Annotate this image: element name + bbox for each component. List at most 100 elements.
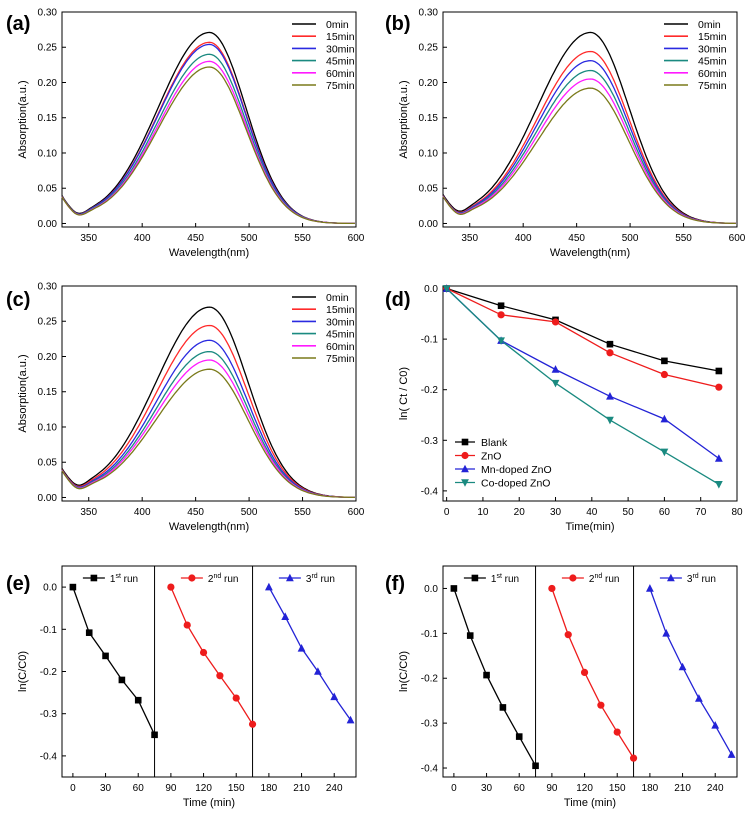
- legend-label-suffix: nd: [213, 573, 221, 580]
- data-point: [551, 379, 560, 388]
- series-line-mn-doped-zno: [446, 288, 720, 460]
- legend-label: 45min: [698, 56, 727, 68]
- data-point: [281, 612, 290, 620]
- data-point: [297, 643, 306, 652]
- series-line-run-2: [170, 586, 254, 725]
- x-tick-label: 40: [586, 507, 598, 518]
- series-line-blank: [446, 287, 720, 372]
- legend-label: 30min: [326, 43, 355, 55]
- legend-marker: [461, 451, 469, 460]
- x-tick-label: 400: [134, 233, 151, 244]
- legend-marker: [569, 574, 577, 582]
- data-point: [548, 584, 556, 593]
- y-tick-label: -0.2: [40, 667, 58, 678]
- y-tick-label: -0.3: [40, 709, 58, 720]
- data-point: [515, 733, 523, 740]
- x-axis-title: Time(min): [565, 521, 614, 533]
- data-point: [102, 652, 109, 660]
- y-axis-title: ln(C/C0): [17, 651, 29, 692]
- series-line-15min: [61, 41, 355, 225]
- legend-label: 0min: [326, 292, 349, 304]
- legend-label: 2nd run: [208, 573, 239, 585]
- y-tick-label: -0.1: [421, 629, 439, 640]
- x-tick-label: 20: [514, 507, 526, 518]
- legend-label-suffix: rd: [311, 573, 317, 580]
- legend-label: 15min: [326, 304, 355, 316]
- legend-label: 1st run: [110, 573, 138, 585]
- x-tick-label: 500: [241, 507, 258, 518]
- panel-label: (e): [6, 573, 30, 595]
- y-tick-label: 0.25: [38, 317, 58, 328]
- panel-label: (b): [385, 13, 411, 35]
- chart-panel-e: (e) 0 30 60 90 120 150 180 210 240 0.0 -0.1 -0.2 -0.3…: [6, 565, 357, 809]
- y-tick-label: 0.00: [38, 219, 58, 230]
- y-tick-label: 0.20: [38, 352, 58, 363]
- data-point: [551, 318, 560, 326]
- legend-label-text: run: [699, 574, 716, 585]
- legend-marker: [90, 574, 98, 582]
- x-tick-label: 350: [80, 507, 97, 518]
- y-tick-label: -0.4: [421, 764, 439, 775]
- legend-label: 0min: [698, 19, 721, 31]
- plot-frame: [61, 11, 357, 228]
- y-tick-label: -0.1: [421, 335, 439, 346]
- legend-label-number: 3: [306, 574, 312, 585]
- y-tick-label: -0.1: [40, 625, 58, 636]
- data-point: [660, 448, 669, 457]
- x-tick-label: 210: [674, 783, 691, 794]
- y-tick-label: 0.30: [38, 282, 58, 293]
- x-tick-label: 450: [187, 233, 204, 244]
- x-tick-label: 400: [134, 507, 151, 518]
- legend-label-text: run: [221, 574, 238, 585]
- legend-marker: [461, 464, 469, 473]
- data-point: [330, 692, 339, 701]
- chart-panel-a: (a) 350 400 450 500 550 600 0.00 0.05 0.10 0.15 0.2…: [6, 8, 365, 260]
- data-point: [532, 762, 539, 770]
- y-tick-label: 0.10: [38, 422, 58, 433]
- y-tick-label: 0.00: [38, 493, 58, 504]
- chart-panel-d: (d) 0 10 20 30 40 50 60 70 80 0.0 -0.1 -0.2 -0.3 -0.4 T…: [385, 284, 743, 533]
- legend-label: 3rd run: [687, 573, 716, 585]
- x-tick-label: 600: [729, 233, 746, 244]
- y-tick-label: -0.2: [421, 674, 439, 685]
- data-point: [497, 302, 505, 310]
- y-tick-label: 0.20: [419, 78, 439, 89]
- y-tick-label: 0.30: [419, 8, 439, 19]
- x-tick-label: 550: [294, 507, 311, 518]
- data-point: [134, 696, 142, 704]
- x-tick-label: 60: [514, 783, 526, 794]
- x-axis-title: Wavelength(nm): [169, 247, 249, 259]
- x-tick-label: 0: [70, 783, 76, 794]
- series-line-75min: [61, 368, 355, 499]
- x-tick-label: 10: [477, 507, 489, 518]
- x-tick-label: 240: [326, 783, 343, 794]
- x-axis-title: Time (min): [564, 797, 616, 809]
- data-point: [660, 414, 669, 423]
- y-tick-label: -0.4: [40, 751, 58, 762]
- x-tick-label: 70: [695, 507, 707, 518]
- y-axis-title: ln(C/C0): [398, 651, 410, 692]
- data-point: [85, 629, 93, 636]
- legend-marker: [471, 574, 479, 582]
- data-point: [694, 694, 703, 702]
- y-axis-title: Absorption(a.u.): [17, 80, 29, 158]
- series-line-run-1: [72, 586, 156, 736]
- legend-label: 2nd run: [589, 573, 620, 585]
- data-point: [662, 629, 671, 637]
- x-tick-label: 120: [195, 783, 212, 794]
- y-tick-label: 0.0: [424, 584, 438, 595]
- y-tick-label: 0.05: [419, 184, 439, 195]
- plot-frame: [61, 285, 357, 502]
- data-point: [248, 720, 257, 728]
- series-line-run-3: [268, 586, 352, 721]
- data-point: [606, 416, 614, 425]
- data-point: [714, 454, 723, 462]
- data-point: [499, 704, 507, 711]
- legend-label-number: 2: [589, 574, 595, 585]
- panel-label: (a): [6, 13, 30, 35]
- y-tick-label: 0.10: [419, 148, 439, 159]
- y-tick-label: 0.05: [38, 184, 58, 195]
